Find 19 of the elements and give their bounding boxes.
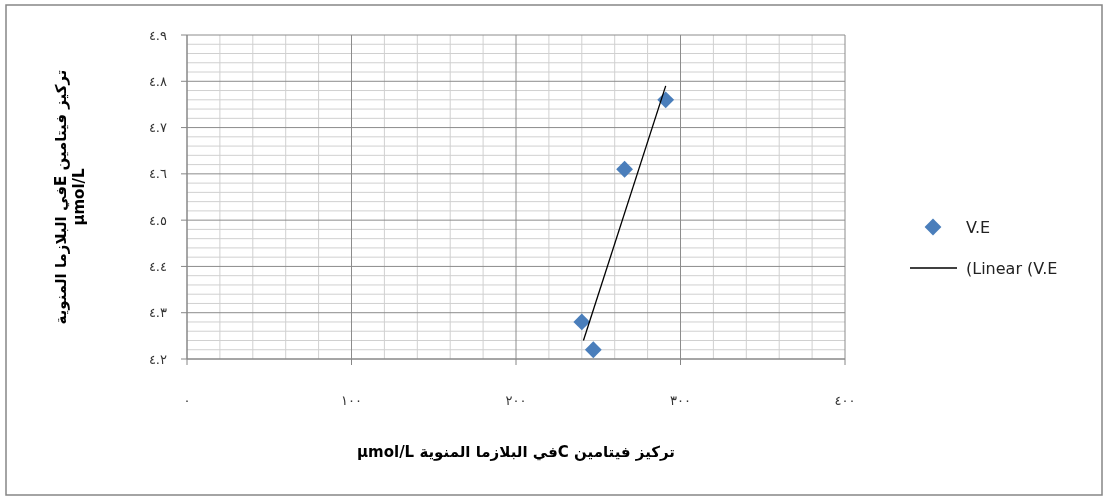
y-tick-label: ٤.٧ — [148, 120, 168, 136]
x-tick-label: ٣٠٠ — [670, 393, 691, 408]
y-tick-label: ٤.٨ — [148, 73, 168, 89]
x-tick-label: ٠ — [183, 393, 191, 408]
x-axis-title: تركيز فيتامين Cفي البلازما المنوية µmol/L — [357, 443, 675, 461]
y-tick-label: ٤.٤ — [148, 258, 167, 274]
point — [573, 313, 591, 331]
point — [616, 160, 633, 178]
legend-label: (Linear (V.E — [966, 258, 1058, 278]
legend-label: V.E — [966, 217, 991, 237]
y-tick-label: ٤.٣ — [148, 305, 168, 321]
x-tick-label: ٤٠٠ — [834, 393, 856, 408]
y-tick-label: ٤.٢ — [148, 351, 168, 367]
x-tick-label: ٢٠٠ — [505, 393, 527, 408]
y-tick-label: ٤.٦ — [148, 166, 168, 182]
y-tick-label: ٤.٥ — [148, 212, 168, 228]
y-tick-label: ٤.٩ — [148, 27, 168, 43]
x-tick-label: ١٠٠ — [341, 393, 362, 408]
point — [584, 341, 602, 359]
